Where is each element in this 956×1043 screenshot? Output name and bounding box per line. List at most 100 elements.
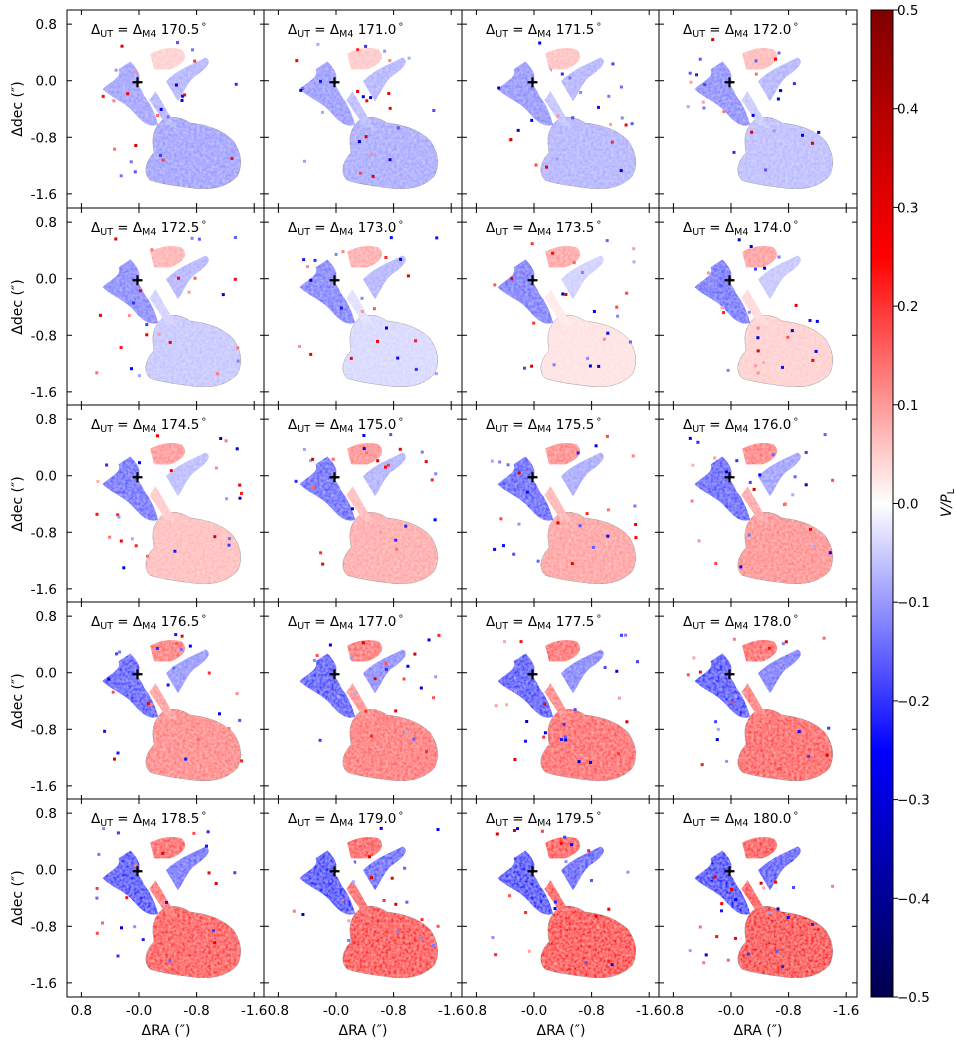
- speckle-pixel: [434, 675, 438, 679]
- speckle-pixel: [617, 752, 621, 756]
- speckle-pixel: [437, 633, 441, 637]
- speckle-pixel: [360, 296, 364, 300]
- speckle-pixel: [370, 152, 374, 156]
- speckle-pixel: [628, 340, 632, 344]
- speckle-pixel: [812, 544, 816, 548]
- speckle-pixel: [235, 447, 239, 451]
- speckle-pixel: [578, 524, 582, 528]
- speckle-pixel: [356, 48, 360, 52]
- speckle-pixel: [525, 720, 529, 723]
- speckle-pixel: [606, 508, 610, 512]
- speckle-pixel: [772, 129, 776, 133]
- speckle-pixel: [530, 86, 534, 90]
- speckle-pixel: [781, 965, 785, 969]
- speckle-pixel: [127, 314, 131, 318]
- speckle-pixel: [240, 759, 244, 763]
- emission-blob: [540, 314, 636, 388]
- speckle-pixel: [430, 478, 434, 482]
- speckle-pixel: [510, 276, 514, 280]
- speckle-pixel: [559, 738, 563, 741]
- speckle-pixel: [433, 518, 437, 522]
- speckle-pixel: [570, 562, 574, 566]
- speckle-pixel: [169, 469, 173, 473]
- speckle-pixel: [192, 831, 196, 835]
- x-tick-label: -1.6: [241, 1003, 267, 1019]
- speckle-pixel: [403, 866, 407, 870]
- emission-region-north: [150, 245, 186, 268]
- y-tick-label: 0.8: [36, 806, 57, 822]
- emission-region-north: [150, 836, 186, 859]
- speckle-pixel: [493, 283, 497, 287]
- speckle-pixel: [180, 98, 184, 102]
- masked-center: [534, 659, 554, 694]
- speckle-pixel: [95, 887, 99, 890]
- speckle-pixel: [580, 271, 584, 274]
- emission-stream: [339, 287, 375, 327]
- speckle-pixel: [817, 130, 821, 134]
- emission-blob: [737, 905, 833, 979]
- speckle-pixel: [299, 88, 303, 92]
- x-axis-label: ΔRA (″): [339, 1023, 388, 1039]
- star-position-marker: [724, 669, 735, 680]
- speckle-pixel: [594, 914, 598, 918]
- x-axis-label: ΔRA (″): [142, 1023, 191, 1039]
- emission-stream: [734, 484, 770, 524]
- speckle-pixel: [432, 109, 436, 112]
- speckle-pixel: [564, 738, 568, 742]
- speckle-pixel: [313, 258, 317, 262]
- speckle-pixel: [361, 95, 365, 99]
- speckle-pixel: [714, 720, 718, 724]
- speckle-pixel: [760, 749, 764, 753]
- speckle-pixel: [619, 85, 623, 89]
- emission-region-north: [545, 639, 581, 662]
- speckle-pixel: [114, 68, 118, 72]
- speckle-pixel: [697, 539, 701, 543]
- speckle-pixel: [689, 80, 693, 84]
- speckle-pixel: [607, 907, 611, 911]
- speckle-pixel: [811, 358, 815, 362]
- speckle-pixel: [219, 437, 223, 440]
- x-tick-label: -0.8: [380, 1003, 406, 1019]
- speckle-pixel: [698, 57, 702, 61]
- panel: ΔUT = ΔM4 172.5 °: [66, 207, 266, 407]
- speckle-pixel: [790, 329, 794, 333]
- colorbar: 0.5 0.4 0.3 0.2 0.1 0.0 −0.1 −0.2 −0.3 −0.4 −0.5 V…: [870, 3, 956, 1006]
- speckle-pixel: [797, 730, 801, 734]
- speckle-pixel: [585, 512, 589, 516]
- speckle-pixel: [704, 953, 708, 957]
- speckle-pixel: [559, 841, 563, 845]
- panel-label: ΔUT = ΔM4 174.0 °: [683, 220, 798, 238]
- speckle-pixel: [754, 364, 758, 368]
- star-position-marker: [527, 472, 538, 483]
- speckle-pixel: [774, 57, 777, 61]
- speckle-pixel: [804, 728, 808, 731]
- speckle-pixel: [626, 870, 630, 874]
- speckle-pixel: [240, 491, 243, 495]
- speckle-pixel: [597, 105, 600, 109]
- colorbar-tick-label: −0.3: [897, 793, 930, 809]
- emission-region-west: [694, 653, 751, 718]
- masked-center: [336, 265, 356, 300]
- emission-stream: [734, 878, 770, 918]
- emission-stream: [142, 287, 178, 327]
- speckle-pixel: [145, 323, 149, 327]
- speckle-pixel: [811, 923, 815, 926]
- emission-blob: [145, 116, 241, 190]
- colorbar-ticks: 0.5 0.4 0.3 0.2 0.1 0.0 −0.1 −0.2 −0.3 −0.4 −0.5: [893, 3, 930, 1006]
- speckle-pixel: [775, 949, 779, 953]
- speckle-pixel: [99, 313, 102, 317]
- speckle-pixel: [695, 73, 698, 77]
- speckle-pixel: [161, 158, 165, 162]
- speckle-pixel: [713, 875, 717, 879]
- speckle-pixel: [756, 326, 760, 330]
- speckle-pixel: [700, 763, 704, 767]
- speckle-pixel: [382, 899, 386, 902]
- speckle-pixel: [767, 646, 771, 650]
- emission-stream: [734, 681, 770, 721]
- emission-blob: [145, 314, 241, 388]
- speckle-pixel: [187, 290, 191, 294]
- speckle-pixel: [218, 712, 221, 716]
- speckle-pixel: [516, 128, 520, 132]
- speckle-pixel: [525, 490, 529, 494]
- speckle-pixel: [347, 939, 351, 942]
